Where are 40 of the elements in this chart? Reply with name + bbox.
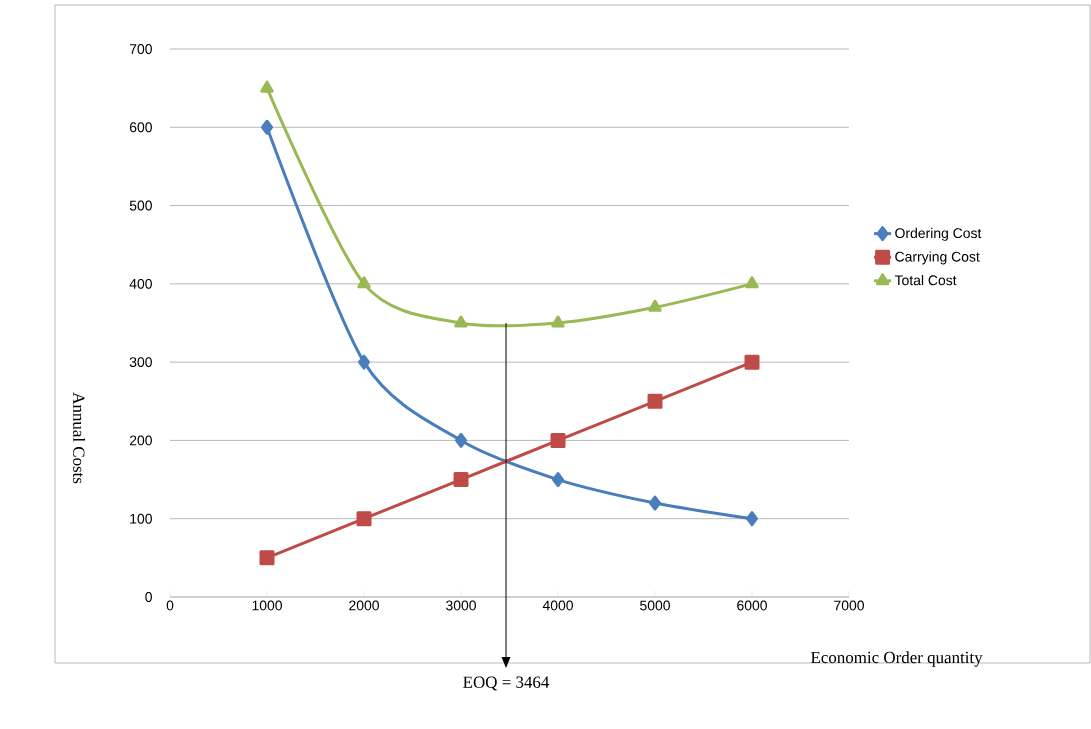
point <box>259 550 275 566</box>
y-tick-label: 600 <box>129 122 152 133</box>
y-tick-label: 500 <box>129 200 152 211</box>
y-tick-label: 700 <box>129 44 152 54</box>
x-axis-title: Economic Order quantity <box>810 651 983 667</box>
legend-label: Carrying Cost <box>895 251 980 265</box>
x-tick-label: 1000 <box>252 600 282 611</box>
x-tick-label: 4000 <box>542 600 573 611</box>
point <box>744 354 760 370</box>
point <box>356 511 372 527</box>
point <box>551 315 565 328</box>
legend-label: Ordering Cost <box>895 227 982 241</box>
x-tick-label: 0 <box>166 600 174 611</box>
y-tick-label: 100 <box>130 513 152 524</box>
point <box>453 472 469 488</box>
point <box>550 432 566 448</box>
point <box>455 432 468 448</box>
legend-label: Total Cost <box>894 275 957 286</box>
point <box>552 472 565 488</box>
y-tick-label: 400 <box>129 278 152 289</box>
ref-line-label: EOQ = 3464 <box>463 676 550 691</box>
point <box>647 393 663 409</box>
y-tick-label: 300 <box>129 357 152 368</box>
y-tick-label: 0 <box>145 592 152 602</box>
x-tick-label: 6000 <box>737 600 767 611</box>
x-tick-label: 3000 <box>446 600 476 611</box>
x-tick-label: 2000 <box>349 600 379 611</box>
point <box>648 299 662 312</box>
x-tick-label: 5000 <box>640 600 670 611</box>
y-axis-title: Annual Costs <box>73 392 86 484</box>
y-tick-label: 200 <box>129 435 152 446</box>
point <box>745 276 759 289</box>
point <box>649 495 662 511</box>
point <box>357 276 371 289</box>
point <box>358 354 371 370</box>
point <box>454 315 468 328</box>
point <box>746 511 759 527</box>
x-tick-label: 7000 <box>834 600 864 611</box>
point <box>261 119 274 135</box>
point <box>260 80 274 93</box>
